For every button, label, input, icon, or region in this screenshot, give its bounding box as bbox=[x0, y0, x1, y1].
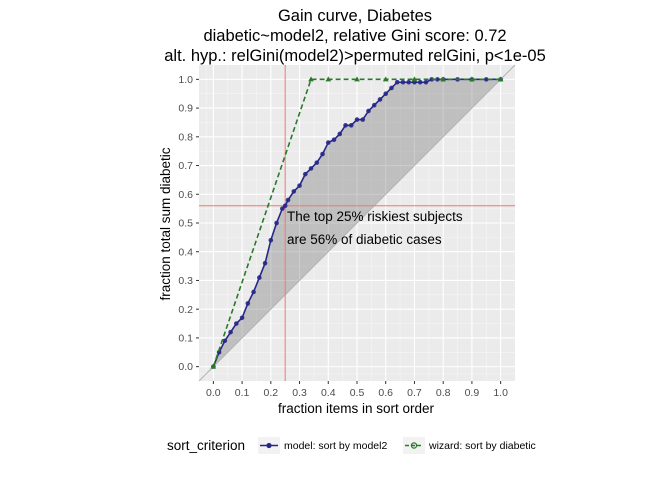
data-point bbox=[285, 197, 291, 203]
x-tick-label: 0.4 bbox=[321, 387, 336, 399]
legend: sort_criterion model: sort by model2 wiza… bbox=[167, 437, 536, 454]
data-point bbox=[354, 76, 360, 82]
x-tick-label: 1.0 bbox=[493, 387, 508, 399]
data-point bbox=[320, 151, 325, 157]
data-point bbox=[469, 76, 475, 82]
x-tick-label: 0.7 bbox=[407, 387, 422, 399]
data-point bbox=[222, 338, 228, 344]
data-point bbox=[308, 76, 314, 82]
chart-title-line-2: diabetic~model2, relative Gini score: 0.… bbox=[203, 27, 506, 45]
data-point bbox=[383, 91, 389, 97]
data-point bbox=[308, 166, 314, 171]
x-tick-label: 0.1 bbox=[235, 387, 250, 399]
y-tick-label: 0.5 bbox=[178, 218, 193, 230]
legend-title: sort_criterion bbox=[167, 438, 245, 453]
data-point bbox=[400, 79, 406, 85]
y-tick-label: 0.3 bbox=[178, 275, 193, 287]
data-point bbox=[268, 237, 274, 243]
y-axis-title: fraction total sum diabetic bbox=[158, 147, 173, 300]
data-point bbox=[354, 117, 360, 122]
y-tick-label: 0.8 bbox=[178, 131, 193, 143]
data-point bbox=[337, 131, 343, 137]
data-point bbox=[371, 102, 377, 108]
chart-title-line-3: alt. hyp.: relGini(model2)>permuted relG… bbox=[164, 47, 546, 65]
legend-key-marker bbox=[410, 442, 418, 449]
data-point bbox=[440, 76, 446, 82]
diagonal-line bbox=[198, 64, 516, 382]
data-point bbox=[423, 79, 429, 85]
annotation-line-1: The top 25% riskiest subjects bbox=[287, 209, 463, 224]
data-point bbox=[325, 140, 331, 145]
data-point bbox=[377, 97, 383, 102]
y-tick-label: 0.6 bbox=[178, 189, 193, 201]
x-tick-label: 0.2 bbox=[264, 387, 279, 399]
data-point bbox=[331, 137, 337, 142]
y-tick-label: 0.2 bbox=[178, 304, 193, 316]
data-point bbox=[497, 76, 504, 82]
x-tick-label: 0.6 bbox=[378, 387, 393, 399]
data-point bbox=[382, 76, 389, 82]
data-point bbox=[245, 301, 251, 306]
data-point bbox=[251, 289, 256, 295]
data-point bbox=[274, 220, 279, 226]
data-point bbox=[483, 77, 489, 82]
legend-label-1: model: sort by model2 bbox=[284, 440, 387, 452]
y-tick-label: 0.7 bbox=[178, 160, 193, 172]
y-tick-label: 0.4 bbox=[178, 246, 193, 258]
x-tick-label: 0.3 bbox=[292, 387, 307, 399]
data-point bbox=[406, 79, 412, 85]
y-tick-label: 0.0 bbox=[178, 361, 193, 373]
data-point bbox=[417, 79, 423, 85]
legend-label-2: wizard: sort by diabetic bbox=[428, 440, 536, 452]
plot-area: 0.0 0.1 0.2 0.3 0.4 0.5 0.6 0.7 0.8 0.9 1.0 0.0 0.1 0… bbox=[178, 64, 516, 399]
series-line bbox=[212, 78, 501, 367]
data-point bbox=[360, 117, 366, 122]
legend-key-marker bbox=[266, 442, 272, 449]
chart-title-line-1: Gain curve, Diabetes bbox=[278, 7, 432, 25]
data-point bbox=[394, 79, 400, 85]
x-tick-label: 0.5 bbox=[350, 387, 365, 399]
data-point bbox=[280, 206, 285, 211]
data-point bbox=[257, 275, 262, 280]
y-tick-label: 0.9 bbox=[178, 103, 193, 115]
data-point bbox=[348, 123, 354, 128]
data-point bbox=[314, 160, 320, 165]
y-tick-label: 0.1 bbox=[178, 333, 193, 345]
data-point bbox=[234, 321, 239, 326]
series-group bbox=[210, 76, 504, 369]
x-tick-label: 0.9 bbox=[465, 387, 480, 399]
data-point bbox=[366, 108, 371, 114]
data-point bbox=[325, 76, 332, 82]
data-point bbox=[262, 260, 268, 266]
data-point bbox=[239, 315, 245, 321]
y-tick-label: 1.0 bbox=[178, 74, 193, 86]
data-point bbox=[343, 123, 348, 128]
x-axis-title: fraction items in sort order bbox=[278, 401, 435, 416]
x-tick-label: 0.0 bbox=[206, 387, 221, 399]
data-point bbox=[389, 85, 394, 91]
data-point bbox=[228, 329, 233, 335]
data-point bbox=[302, 171, 308, 177]
data-point bbox=[291, 189, 297, 194]
data-point bbox=[297, 183, 302, 188]
data-point bbox=[282, 203, 288, 209]
annotation-line-2: are 56% of diabetic cases bbox=[287, 232, 442, 247]
data-point bbox=[435, 77, 440, 82]
x-tick-label: 0.8 bbox=[436, 387, 451, 399]
data-point bbox=[210, 363, 217, 369]
data-point bbox=[411, 76, 418, 82]
